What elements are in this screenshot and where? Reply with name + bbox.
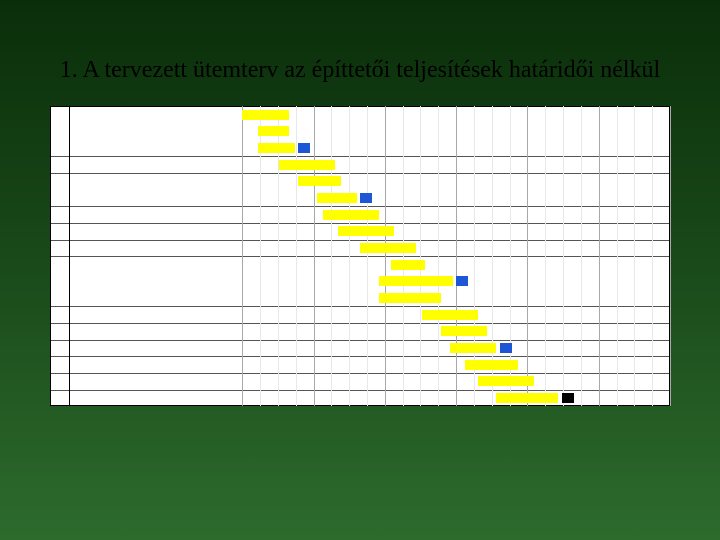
vgrid-major xyxy=(314,106,315,406)
row-divider xyxy=(50,323,670,324)
row-divider xyxy=(50,390,670,391)
milestone-marker-black xyxy=(562,393,574,403)
gantt-bar xyxy=(298,176,341,186)
vgrid-minor xyxy=(296,106,297,406)
gantt-chart xyxy=(50,106,670,406)
gantt-bar xyxy=(338,226,394,236)
milestone-marker-blue xyxy=(500,343,512,353)
gantt-bar xyxy=(323,210,379,220)
left-col-sep xyxy=(69,106,70,406)
vgrid-minor xyxy=(634,106,635,406)
gantt-bar xyxy=(360,243,416,253)
vgrid-major xyxy=(456,106,457,406)
gantt-bar xyxy=(317,193,357,203)
milestone-marker-blue xyxy=(298,143,310,153)
row-divider xyxy=(50,223,670,224)
gantt-bar xyxy=(478,376,534,386)
left-col-sep xyxy=(50,106,51,406)
row-divider xyxy=(50,240,670,241)
vgrid-minor xyxy=(420,106,421,406)
gantt-bar xyxy=(379,276,453,286)
vgrid-minor xyxy=(403,106,404,406)
row-divider xyxy=(50,373,670,374)
milestone-marker-blue xyxy=(360,193,372,203)
gantt-bar xyxy=(391,260,425,270)
row-divider xyxy=(50,340,670,341)
gantt-bar xyxy=(258,143,295,153)
row-divider xyxy=(50,256,670,257)
row-divider xyxy=(50,173,670,174)
gantt-bar xyxy=(258,126,289,136)
vgrid-minor xyxy=(331,106,332,406)
gantt-bar xyxy=(379,293,441,303)
vgrid-major xyxy=(670,106,671,406)
vgrid-major xyxy=(599,106,600,406)
vgrid-minor xyxy=(563,106,564,406)
vgrid-major xyxy=(242,106,243,406)
row-divider xyxy=(50,206,670,207)
row-divider xyxy=(50,156,670,157)
vgrid-minor xyxy=(545,106,546,406)
gantt-bar xyxy=(242,110,289,120)
row-divider xyxy=(50,356,670,357)
row-divider xyxy=(50,306,670,307)
vgrid-major xyxy=(385,106,386,406)
vgrid-major xyxy=(527,106,528,406)
vgrid-minor xyxy=(367,106,368,406)
gantt-bar xyxy=(465,360,518,370)
slide-title: 1. A tervezett ütemterv az építtetői tel… xyxy=(0,0,720,106)
gantt-bar xyxy=(496,393,558,403)
vgrid-minor xyxy=(652,106,653,406)
milestone-marker-blue xyxy=(456,276,468,286)
vgrid-minor xyxy=(438,106,439,406)
vgrid-minor xyxy=(349,106,350,406)
gantt-bar xyxy=(441,326,488,336)
gantt-bar xyxy=(279,160,335,170)
vgrid-minor xyxy=(617,106,618,406)
vgrid-minor xyxy=(581,106,582,406)
gantt-bar xyxy=(422,310,478,320)
gantt-bar xyxy=(450,343,497,353)
